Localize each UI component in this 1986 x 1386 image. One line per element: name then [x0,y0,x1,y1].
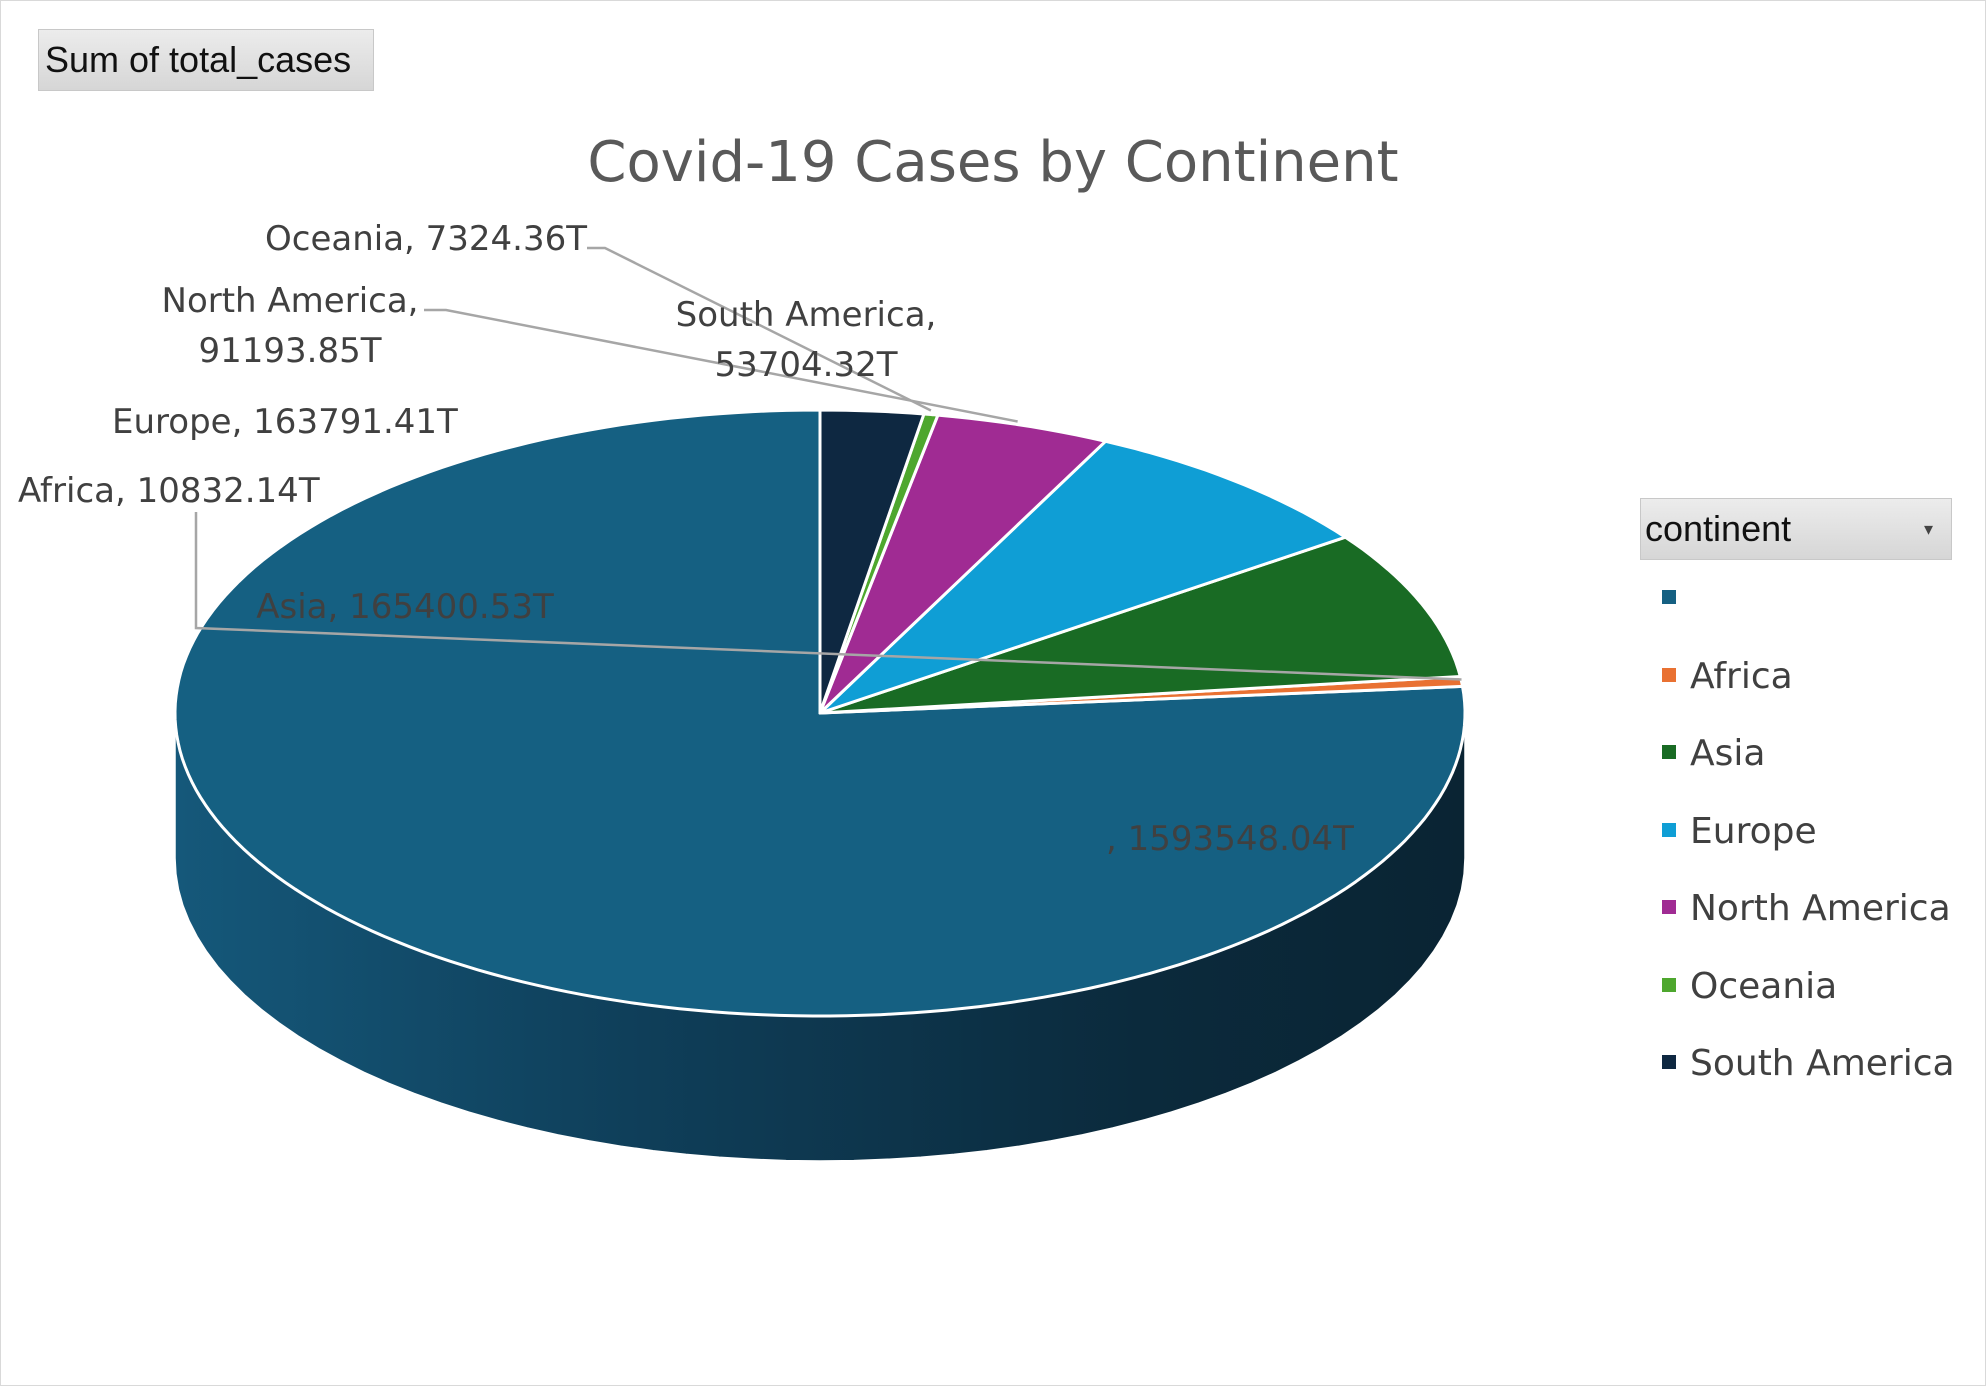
legend-swatch [1662,822,1676,837]
pie-slice-asia[interactable] [818,535,1462,715]
value-field-button[interactable]: Sum of total_cases [38,29,374,91]
legend-label: North America [1690,888,1951,929]
legend-label: Africa [1690,655,1793,697]
data-labels: , 1593548.04T Africa, 10832.14T Asia, 1654… [18,219,1354,859]
legend-item[interactable] [1662,574,1690,624]
chart-title: Covid-19 Cases by Continent [587,130,1399,195]
legend-swatch [1662,900,1676,914]
leader-line [424,308,1018,423]
legend-swatch [1662,745,1676,759]
data-label: Asia, 165400.53T [256,587,554,627]
legend-label: Oceania [1690,965,1838,1007]
data-label: Oceania, 7324.36T [265,219,587,259]
legend-swatch [1662,977,1676,992]
data-label: , 1593548.04T [1106,819,1354,859]
leader-lines [194,246,1462,681]
legend-item[interactable]: Europe [1662,807,1817,857]
data-label: North America, 91193.85T [162,281,419,371]
data-label: South America, 53704.32T [676,295,937,385]
legend-header-label: continent [1645,508,1792,549]
pie-slices [173,408,1467,1018]
leader-line [194,512,1462,681]
legend-swatch [1662,1055,1676,1069]
legend-item[interactable]: North America [1662,884,1951,934]
legend-swatch [1662,590,1676,604]
legend-item[interactable]: Asia [1662,729,1765,779]
legend: continent ▾ Africa Asia Europe North Americ… [1640,498,1955,1084]
legend-item[interactable]: Africa [1662,652,1793,702]
legend-label: South America [1690,1043,1955,1084]
pie-slice-europe[interactable] [818,439,1347,715]
legend-label: Asia [1690,733,1766,774]
legend-item[interactable]: South America [1662,1039,1955,1089]
legend-item[interactable]: Oceania [1662,962,1837,1012]
dropdown-arrow-icon: ▾ [1923,519,1933,539]
pie-slice-north-america[interactable] [818,413,1107,715]
leader-line [587,246,932,412]
legend-swatch [1662,667,1676,682]
data-label: Europe, 163791.41T [112,402,458,442]
pie-slice-south-america[interactable] [818,408,926,715]
legend-label: Europe [1690,810,1817,852]
data-label: Africa, 10832.14T [18,471,320,511]
legend-filter-button[interactable]: continent ▾ [1640,498,1952,560]
